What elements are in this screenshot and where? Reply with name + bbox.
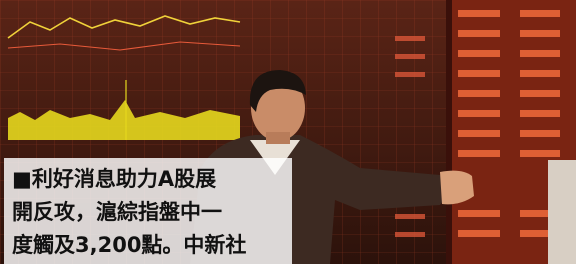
page: ■利好消息助力A股展 開反攻，滬綜指盤中一 度觸及3,200點。中新社 (() … xyxy=(0,0,576,264)
photo: ■利好消息助力A股展 開反攻，滬綜指盤中一 度觸及3,200點。中新社 xyxy=(0,0,576,264)
caption-line: ■利好消息助力A股展 xyxy=(12,167,216,191)
caption: ■利好消息助力A股展 開反攻，滬綜指盤中一 度觸及3,200點。中新社 xyxy=(4,158,292,264)
person-edge xyxy=(548,160,576,264)
caption-line: 開反攻，滬綜指盤中一 xyxy=(12,200,222,224)
caption-line: 度觸及3,200點。中新社 xyxy=(12,233,246,257)
